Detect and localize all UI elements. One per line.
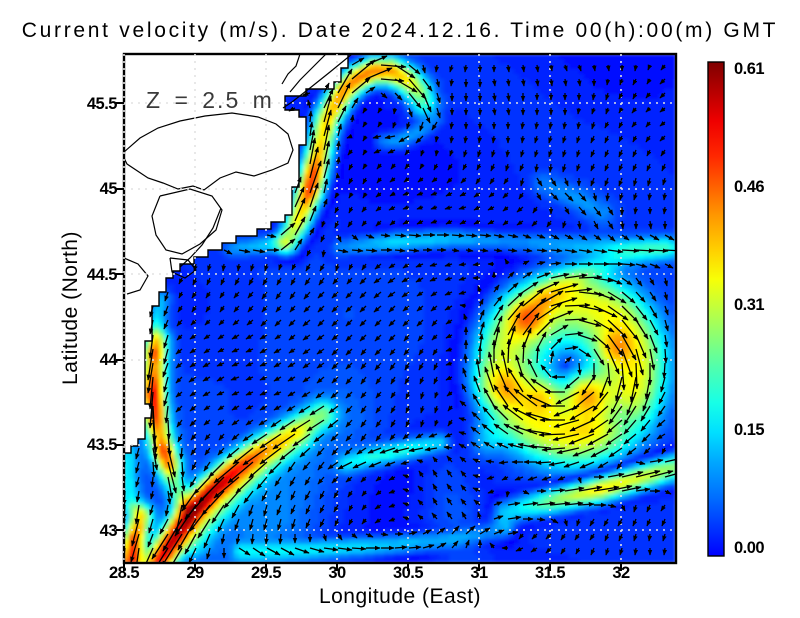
svg-text:0.15: 0.15 xyxy=(734,421,764,439)
svg-text:30: 30 xyxy=(328,564,346,582)
svg-text:Z = 2.5 m: Z = 2.5 m xyxy=(146,87,274,113)
svg-text:44.5: 44.5 xyxy=(87,266,117,284)
svg-text:31: 31 xyxy=(470,564,488,582)
svg-text:32: 32 xyxy=(612,564,630,582)
svg-text:0.31: 0.31 xyxy=(734,296,764,314)
svg-text:Current velocity (m/s). Date 2: Current velocity (m/s). Date 2024.12.16.… xyxy=(22,19,778,42)
svg-text:0.46: 0.46 xyxy=(734,178,764,196)
svg-text:Latitude (North): Latitude (North) xyxy=(59,231,82,385)
svg-text:Longitude (East): Longitude (East) xyxy=(319,585,481,608)
svg-text:43: 43 xyxy=(100,522,118,540)
svg-text:45: 45 xyxy=(100,180,118,198)
svg-text:31.5: 31.5 xyxy=(535,564,565,582)
svg-text:43.5: 43.5 xyxy=(87,436,117,454)
svg-text:28.5: 28.5 xyxy=(109,564,139,582)
svg-text:29: 29 xyxy=(186,564,204,582)
svg-text:44: 44 xyxy=(100,351,119,369)
svg-text:29.5: 29.5 xyxy=(251,564,281,582)
svg-text:0.61: 0.61 xyxy=(734,60,764,78)
svg-text:30.5: 30.5 xyxy=(393,564,423,582)
svg-text:45.5: 45.5 xyxy=(87,95,117,113)
svg-text:0.00: 0.00 xyxy=(734,539,764,557)
